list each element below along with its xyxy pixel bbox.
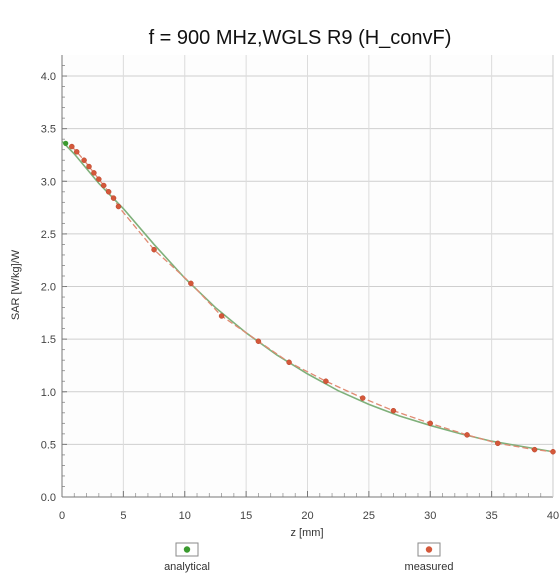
y-tick-label: 0.5 bbox=[41, 439, 56, 451]
tick-labels: 0.0 0.5 1.0 1.5 2.0 2.5 3.0 3.5 4.0 0 5 10 15 20 25 30 3… bbox=[41, 71, 559, 522]
legend: analytical measured bbox=[164, 542, 454, 573]
axes bbox=[61, 55, 554, 498]
measured-point bbox=[255, 338, 262, 344]
x-tick-label: 15 bbox=[240, 510, 252, 522]
x-tick-label: 40 bbox=[547, 510, 559, 522]
measured-point bbox=[218, 313, 225, 319]
y-tick-label: 2.5 bbox=[41, 229, 56, 241]
measured-point bbox=[286, 359, 292, 366]
legend-marker-measured bbox=[425, 546, 433, 553]
x-tick-label: 20 bbox=[301, 510, 313, 522]
measured-point bbox=[495, 440, 501, 447]
x-tick-label: 30 bbox=[424, 510, 436, 522]
measured-point bbox=[86, 163, 92, 170]
chart-title: f = 900 MHz,WGLS R9 (H_convF) bbox=[149, 27, 452, 49]
measured-point bbox=[390, 407, 397, 414]
measured-point bbox=[188, 280, 194, 287]
x-tick-label: 5 bbox=[120, 510, 126, 522]
x-tick-label: 0 bbox=[59, 510, 65, 522]
measured-point bbox=[73, 149, 80, 155]
measured-point bbox=[464, 432, 470, 438]
measured-point bbox=[531, 446, 538, 453]
y-axis-label: SAR [W/kg]/W bbox=[10, 249, 22, 320]
x-tick-label: 35 bbox=[486, 510, 498, 522]
y-tick-label: 1.5 bbox=[41, 334, 56, 346]
y-tick-label: 1.0 bbox=[41, 387, 56, 399]
measured-point bbox=[115, 203, 122, 210]
grid-lines bbox=[62, 55, 553, 497]
measured-point bbox=[100, 182, 107, 189]
measured-point bbox=[91, 170, 97, 176]
measured-point bbox=[427, 420, 433, 427]
legend-label-analytical: analytical bbox=[164, 561, 210, 573]
y-tick-label: 3.5 bbox=[41, 124, 56, 136]
x-tick-label: 25 bbox=[363, 510, 375, 522]
legend-label-measured: measured bbox=[405, 561, 454, 573]
y-tick-label: 2.0 bbox=[41, 282, 56, 294]
analytical-point bbox=[63, 140, 69, 146]
y-tick-label: 3.0 bbox=[41, 176, 56, 188]
measured-point bbox=[81, 157, 87, 163]
x-axis-label: z [mm] bbox=[291, 527, 324, 539]
series-group bbox=[61, 140, 556, 455]
measured-point bbox=[105, 189, 112, 195]
y-tick-label: 0.0 bbox=[41, 492, 56, 504]
measured-point bbox=[550, 448, 556, 455]
measured-point bbox=[151, 246, 157, 253]
x-tick-label: 10 bbox=[179, 510, 191, 522]
y-tick-label: 4.0 bbox=[41, 71, 56, 83]
legend-marker-analytical bbox=[183, 546, 191, 553]
measured-point bbox=[96, 176, 102, 182]
measured-point bbox=[69, 143, 75, 150]
measured-point bbox=[359, 395, 366, 401]
measured-point bbox=[110, 195, 117, 201]
measured-point bbox=[323, 378, 329, 384]
